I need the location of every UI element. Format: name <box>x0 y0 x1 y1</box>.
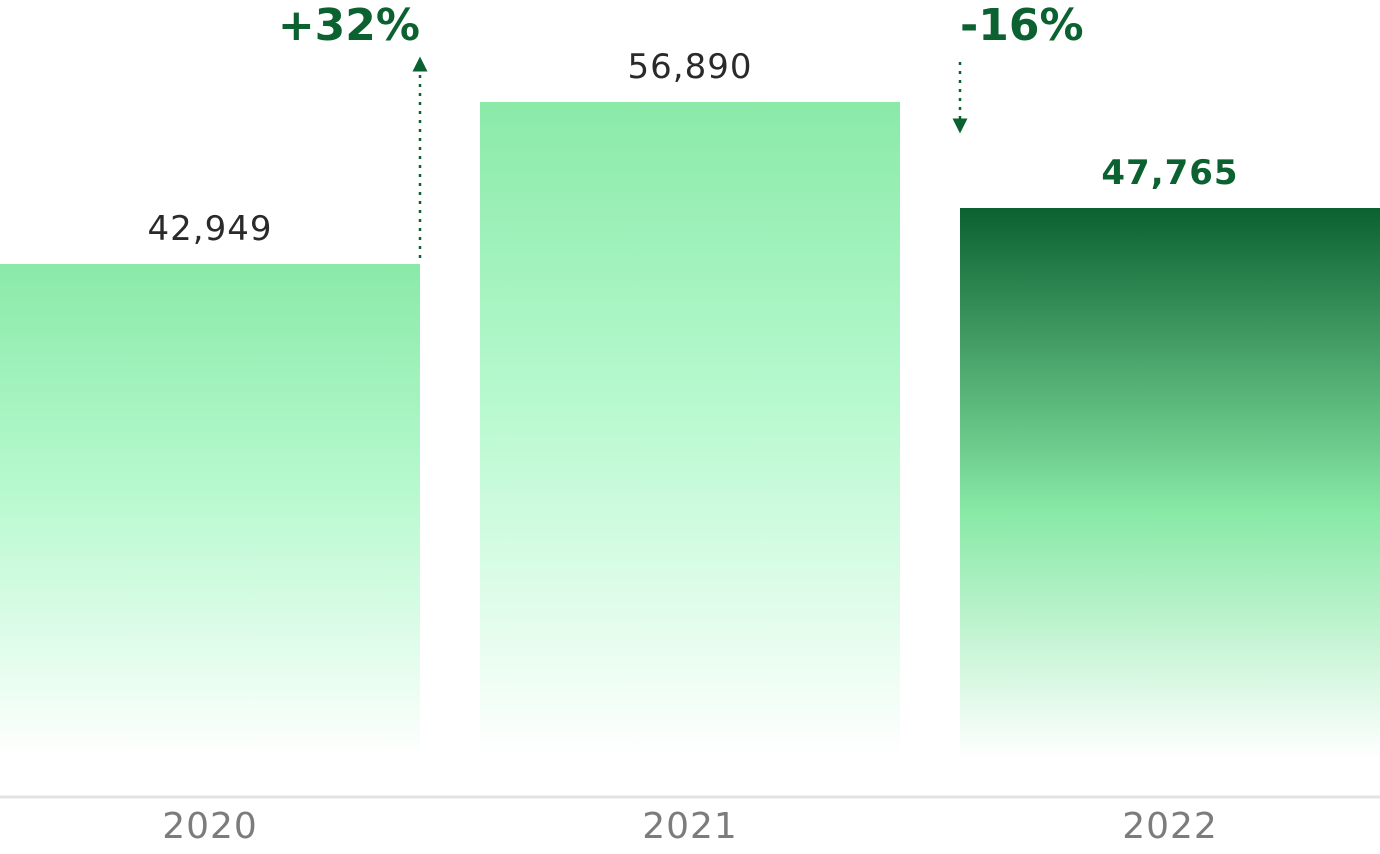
bar-2020 <box>0 264 420 760</box>
category-label-2022: 2022 <box>1122 806 1218 847</box>
change-label-2020-2021: +32% <box>278 0 420 51</box>
change-indicators: +32% -16% <box>278 0 1084 258</box>
category-label-2020: 2020 <box>162 806 258 847</box>
category-label-2021: 2021 <box>642 806 738 847</box>
value-label-2022: 47,765 <box>1101 153 1238 193</box>
change-label-2021-2022: -16% <box>960 0 1084 51</box>
value-label-2020: 42,949 <box>148 209 273 249</box>
bar-2021 <box>480 102 900 760</box>
bar-2022 <box>960 208 1380 760</box>
value-label-2021: 56,890 <box>628 47 753 87</box>
labels-layer: 42,949 2020 56,890 2021 47,765 2022 <box>148 47 1238 847</box>
bars-layer <box>0 102 1380 760</box>
